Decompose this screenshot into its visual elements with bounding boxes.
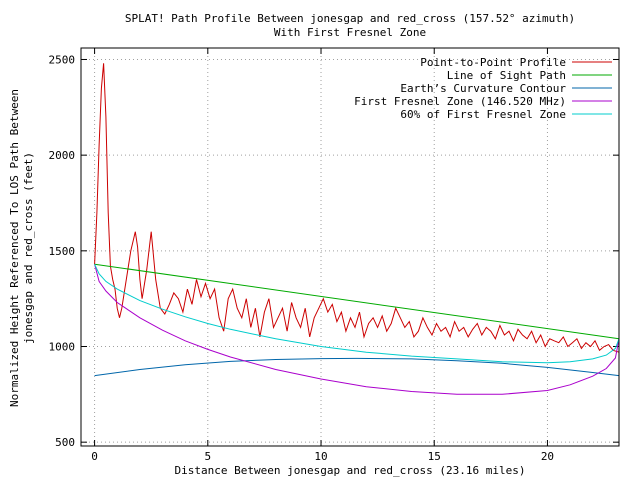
y-tick-label: 500 (55, 436, 75, 449)
grid-lines (81, 48, 619, 446)
x-tick-label: 10 (314, 450, 327, 463)
legend-label-1: Line of Sight Path (447, 69, 566, 82)
x-tick-label: 5 (204, 450, 211, 463)
series-line-3 (94, 264, 620, 395)
x-tick-label: 20 (541, 450, 554, 463)
series-line-4 (94, 263, 620, 364)
series-line-2 (94, 357, 620, 377)
y-axis-label-line1: Normalized Height Referenced To LOS Path… (8, 89, 21, 407)
chart-title-line1: SPLAT! Path Profile Between jonesgap and… (125, 12, 575, 25)
x-tick-label: 15 (428, 450, 441, 463)
legend-label-0: Point-to-Point Profile (420, 56, 566, 69)
series-lines (94, 63, 620, 395)
axis-ticks: 0 5 10 15 20 500 1000 1500 2000 2500 (49, 48, 619, 463)
legend-label-4: 60% of First Fresnel Zone (400, 108, 566, 121)
y-tick-label: 2500 (49, 53, 76, 66)
chart-title-line2: With First Fresnel Zone (274, 26, 426, 39)
legend-label-3: First Fresnel Zone (146.520 MHz) (354, 95, 566, 108)
y-tick-label: 1000 (49, 341, 76, 354)
y-tick-label: 2000 (49, 149, 76, 162)
series-line-0 (94, 63, 620, 353)
plot-frame (80, 47, 620, 447)
series-line-1 (94, 263, 620, 340)
y-axis-label-line2: jonesgap and red_cross (feet) (22, 152, 35, 344)
legend-label-2: Earth’s Curvature Contour (400, 82, 566, 95)
y-tick-label: 1500 (49, 245, 76, 258)
x-tick-label: 0 (91, 450, 98, 463)
x-axis-label: Distance Between jonesgap and red_cross … (175, 464, 526, 477)
